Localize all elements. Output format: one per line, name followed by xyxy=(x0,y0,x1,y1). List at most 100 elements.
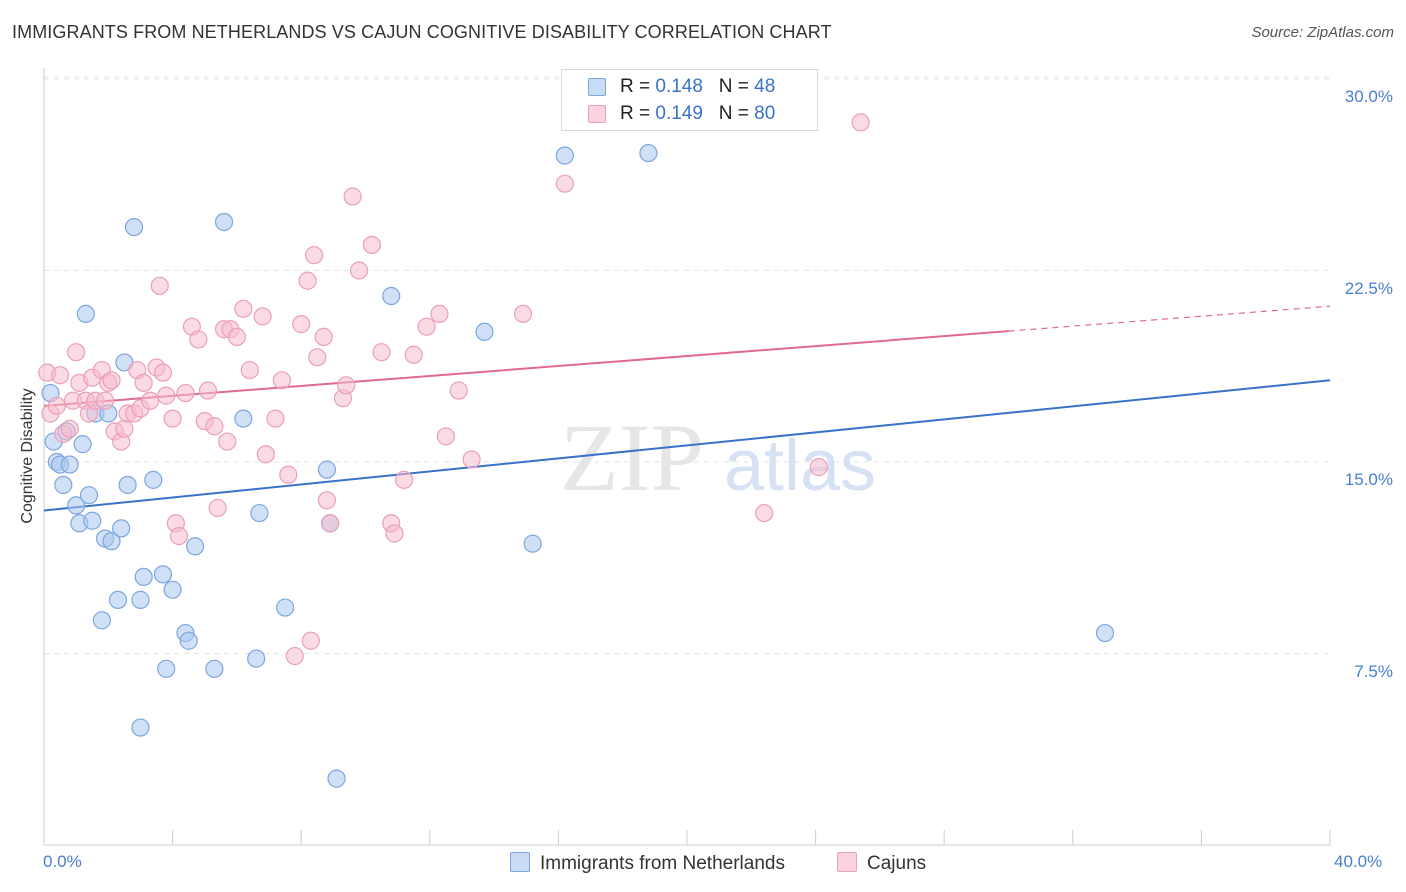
point-cajuns-68 xyxy=(394,470,414,489)
legend-r-label: R = xyxy=(620,76,656,97)
point-cajuns-69 xyxy=(404,345,423,364)
point-cajuns-28 xyxy=(153,363,173,382)
point-netherlands-46 xyxy=(1095,623,1115,643)
point-netherlands-22 xyxy=(124,217,144,237)
point-cajuns-45 xyxy=(240,360,259,380)
legend-r-label: R = xyxy=(620,103,656,124)
point-netherlands-41 xyxy=(382,286,401,306)
point-cajuns-64 xyxy=(362,235,382,255)
legend-n-value: 48 xyxy=(754,76,776,97)
point-netherlands-24 xyxy=(134,567,153,587)
point-cajuns-16 xyxy=(102,371,121,390)
bottom-legend-label-netherlands: Immigrants from Netherlands xyxy=(540,853,785,874)
point-netherlands-44 xyxy=(555,146,574,165)
point-netherlands-45 xyxy=(639,143,658,163)
point-cajuns-44 xyxy=(234,299,253,318)
point-cajuns-19 xyxy=(115,419,134,438)
legend-n-value: 80 xyxy=(754,103,776,124)
point-cajuns-29 xyxy=(157,386,176,405)
point-cajuns-39 xyxy=(208,498,227,518)
point-netherlands-23 xyxy=(131,590,150,609)
point-cajuns-65 xyxy=(372,343,391,362)
point-netherlands-47 xyxy=(131,718,150,737)
point-netherlands-26 xyxy=(153,565,173,584)
point-netherlands-12 xyxy=(83,511,102,530)
point-netherlands-19 xyxy=(112,519,131,538)
y-tick-label-2: 22.5% xyxy=(1344,278,1393,298)
data-points xyxy=(38,113,1115,788)
point-cajuns-72 xyxy=(436,427,455,446)
point-cajuns-76 xyxy=(555,174,574,193)
y-tick-label-1: 15.0% xyxy=(1344,470,1393,489)
legend-swatch-cajuns xyxy=(588,105,606,123)
point-netherlands-42 xyxy=(475,322,494,341)
point-netherlands-30 xyxy=(179,631,198,650)
point-cajuns-33 xyxy=(176,383,195,403)
bottom-legend-swatch-cajuns xyxy=(837,852,857,872)
point-cajuns-62 xyxy=(343,187,362,206)
point-cajuns-58 xyxy=(317,491,337,510)
point-cajuns-38 xyxy=(205,417,224,436)
point-netherlands-32 xyxy=(205,659,224,678)
point-cajuns-7 xyxy=(67,343,86,362)
point-netherlands-40 xyxy=(327,769,346,788)
source-label: Source: ZipAtlas.com xyxy=(1251,24,1394,41)
y-tick-label-3: 30.0% xyxy=(1344,87,1393,106)
point-netherlands-17 xyxy=(102,532,121,551)
trend-line-dashed-1 xyxy=(1008,305,1331,332)
point-cajuns-55 xyxy=(304,246,324,265)
bottom-legend-label-cajuns: Cajuns xyxy=(867,853,927,874)
point-cajuns-43 xyxy=(227,327,246,346)
chart-title: IMMIGRANTS FROM NETHERLANDS VS CAJUN COG… xyxy=(12,22,832,42)
point-cajuns-75 xyxy=(513,304,533,324)
point-netherlands-6 xyxy=(60,455,79,474)
y-axis-label: Cognitive Disability xyxy=(19,388,36,524)
point-cajuns-51 xyxy=(285,646,304,666)
point-cajuns-73 xyxy=(449,381,468,400)
point-netherlands-18 xyxy=(108,590,128,609)
point-netherlands-28 xyxy=(163,580,182,599)
point-cajuns-74 xyxy=(462,450,481,469)
point-netherlands-4 xyxy=(54,475,73,495)
watermark-zip: ZIP xyxy=(560,404,704,511)
point-cajuns-24 xyxy=(134,373,153,392)
point-cajuns-53 xyxy=(298,271,317,290)
point-netherlands-25 xyxy=(144,470,163,489)
point-cajuns-78 xyxy=(809,458,828,477)
point-cajuns-52 xyxy=(292,315,311,334)
point-cajuns-25 xyxy=(140,391,160,410)
point-netherlands-38 xyxy=(317,460,337,479)
point-cajuns-54 xyxy=(301,631,320,650)
point-netherlands-36 xyxy=(250,503,269,523)
point-cajuns-27 xyxy=(150,276,169,295)
point-cajuns-47 xyxy=(256,445,275,464)
point-cajuns-71 xyxy=(430,304,449,324)
point-netherlands-34 xyxy=(234,409,253,428)
point-cajuns-3 xyxy=(50,366,70,385)
point-cajuns-48 xyxy=(266,409,285,428)
point-netherlands-10 xyxy=(76,304,95,324)
point-cajuns-41 xyxy=(218,432,237,451)
watermark: ZIP atlas xyxy=(560,404,876,511)
point-netherlands-37 xyxy=(276,598,295,617)
point-netherlands-31 xyxy=(186,537,205,556)
point-netherlands-35 xyxy=(247,649,266,668)
point-cajuns-50 xyxy=(279,465,298,484)
legend-n-label: N = xyxy=(718,76,755,97)
point-cajuns-32 xyxy=(169,526,189,546)
y-tick-label-0: 7.5% xyxy=(1354,661,1393,681)
point-netherlands-7 xyxy=(67,496,86,515)
point-cajuns-70 xyxy=(417,317,436,336)
stats-legend: R = 0.148 N = 48 R = 0.149 N = 80 xyxy=(561,69,818,131)
point-cajuns-56 xyxy=(308,348,327,367)
point-cajuns-63 xyxy=(349,261,369,280)
point-cajuns-30 xyxy=(163,409,182,428)
point-cajuns-46 xyxy=(253,307,272,326)
bottom-legend-cajuns: Cajuns xyxy=(837,852,926,876)
point-cajuns-79 xyxy=(851,113,870,132)
legend-swatch-netherlands xyxy=(588,78,606,96)
point-cajuns-59 xyxy=(321,514,340,533)
x-tick-label-min: 0.0% xyxy=(43,852,82,871)
trend-line-0 xyxy=(43,379,1331,512)
